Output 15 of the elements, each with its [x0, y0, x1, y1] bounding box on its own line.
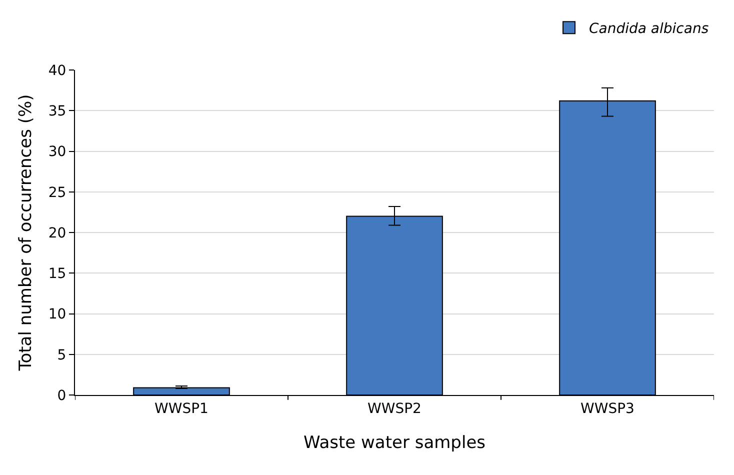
y-tick-label: 20 — [48, 225, 66, 242]
x-tick-label: WWSP1 — [154, 400, 208, 417]
x-tick-label: WWSP3 — [580, 400, 634, 417]
y-tick-label: 10 — [48, 306, 66, 323]
y-tick-label: 30 — [48, 144, 66, 160]
y-tick-label: 40 — [48, 62, 66, 79]
legend-label: Candida albicans — [589, 21, 709, 38]
x-tick-label: WWSP2 — [368, 400, 422, 417]
y-tick-label: 5 — [57, 347, 66, 364]
x-axis-title: Waste water samples — [303, 433, 486, 454]
y-axis-title: Total number of occurrences (%) — [16, 94, 36, 372]
y-tick-label: 25 — [48, 184, 66, 201]
y-tick-label: 35 — [48, 104, 66, 120]
y-tick-label: 15 — [48, 266, 66, 282]
y-tick-label: 0 — [57, 388, 66, 404]
